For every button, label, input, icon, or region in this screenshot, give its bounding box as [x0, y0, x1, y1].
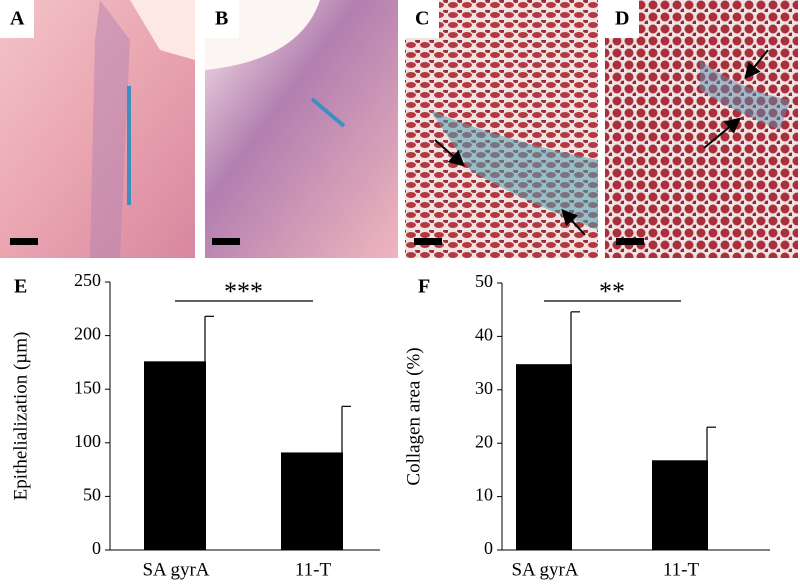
panel-label: E — [14, 276, 27, 298]
y-tick-label: 20 — [475, 431, 493, 451]
x-tick-label: 11-T — [663, 559, 700, 580]
x-tick-label: 11-T — [295, 559, 332, 580]
y-tick-label: 0 — [92, 538, 101, 558]
micrograph-d — [605, 0, 798, 258]
panel-label-bg — [205, 0, 239, 38]
y-tick-label: 150 — [74, 377, 101, 397]
y-tick-label: 10 — [475, 485, 493, 505]
micrograph-c — [405, 0, 598, 258]
y-tick-label: 200 — [74, 324, 101, 344]
bar — [652, 460, 708, 550]
micrograph-a — [0, 0, 195, 258]
y-tick-label: 30 — [475, 378, 493, 398]
y-tick-label: 50 — [83, 485, 101, 505]
significance-label: *** — [224, 277, 263, 306]
panel-label: A — [10, 8, 25, 30]
bar — [516, 364, 572, 550]
y-tick-label: 250 — [74, 270, 101, 290]
panel-label-bg — [405, 0, 439, 38]
y-tick-label: 0 — [484, 538, 493, 558]
micrograph-b — [205, 0, 398, 258]
y-tick-label: 100 — [74, 431, 101, 451]
x-tick-label: SA gyrA — [142, 559, 209, 580]
x-tick-label: SA gyrA — [511, 559, 578, 580]
y-axis-label: Collagen area (%) — [403, 347, 424, 485]
panel-label: D — [615, 8, 629, 30]
panel-label-bg — [0, 0, 34, 38]
bar — [281, 452, 343, 550]
significance-label: ** — [599, 277, 625, 306]
y-tick-label: 40 — [475, 325, 493, 345]
panel-label: B — [215, 8, 228, 30]
y-axis-label: Epithelialization (µm) — [10, 332, 31, 501]
panel-label: F — [418, 276, 430, 298]
panel-label: C — [415, 8, 429, 30]
y-tick-label: 50 — [475, 271, 493, 291]
bar — [144, 361, 206, 550]
panel-label-bg — [605, 0, 639, 38]
